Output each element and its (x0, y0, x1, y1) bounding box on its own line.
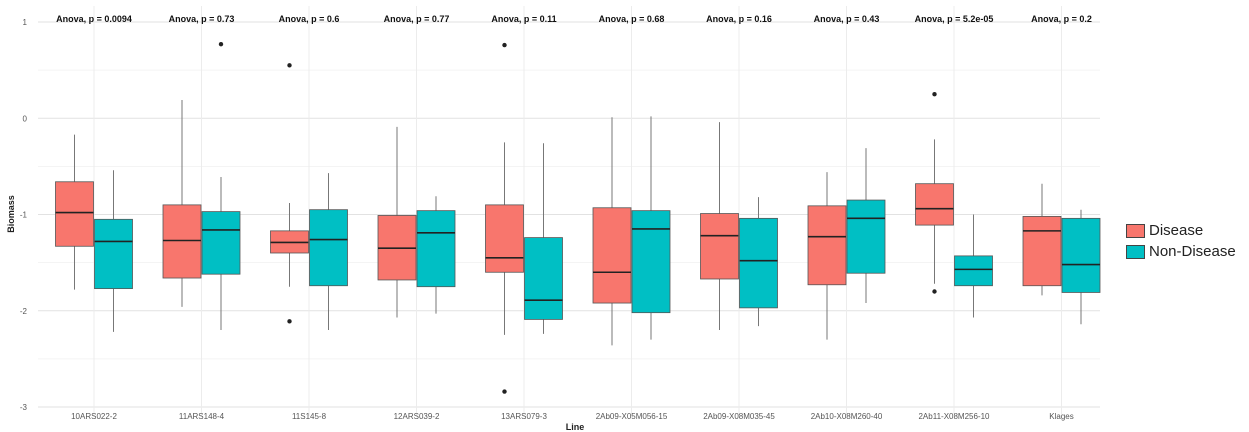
box-non-disease (739, 197, 778, 327)
box-iqr (846, 199, 886, 274)
box-iqr (201, 211, 241, 275)
outlier-point (287, 63, 292, 68)
box-iqr (162, 204, 202, 279)
box-iqr (524, 237, 563, 320)
legend-item-non-disease: Non-Disease (1126, 241, 1236, 262)
box-non-disease (1061, 209, 1101, 325)
y-tick-label: -2 (20, 307, 28, 316)
box-iqr (915, 183, 954, 226)
legend-item-disease: Disease (1126, 220, 1236, 241)
anova-annotation: Anova, p = 5.2e-05 (915, 14, 994, 24)
x-axis-title: Line (566, 422, 585, 432)
anova-annotation: Anova, p = 0.2 (1031, 14, 1092, 24)
box-iqr (700, 213, 739, 280)
legend-swatch-disease (1126, 223, 1145, 238)
box-disease (915, 91, 954, 294)
outlier-point (287, 319, 292, 324)
x-axis: 10ARS022-2 11ARS148-4 11S145-8 12ARS039-2 13… (71, 412, 1074, 421)
box-disease (55, 134, 94, 290)
x-tick-label: 2Ab11-X08M256-10 (918, 412, 990, 421)
box-disease (592, 117, 632, 346)
legend-swatch-non-disease (1126, 244, 1145, 259)
anova-annotation: Anova, p = 0.16 (706, 14, 772, 24)
anova-annotation: Anova, p = 0.43 (814, 14, 880, 24)
box-disease (485, 42, 524, 394)
y-tick-label: 0 (23, 114, 28, 123)
y-axis-title: Biomass (6, 195, 16, 233)
anova-annotation: Anova, p = 0.0094 (56, 14, 132, 24)
x-tick-label: 2Ab09-X05M056-15 (596, 412, 668, 421)
outlier-point (932, 289, 937, 294)
anova-annotation: Anova, p = 0.68 (599, 14, 665, 24)
anova-annotation: Anova, p = 0.6 (279, 14, 340, 24)
box-iqr (485, 204, 524, 273)
box-disease (162, 99, 202, 307)
box-disease (807, 172, 847, 340)
y-tick-label: 1 (23, 18, 28, 27)
outlier-point (218, 41, 224, 47)
x-tick-label: Klages (1049, 412, 1073, 421)
x-tick-label: 2Ab09-X08M035-45 (703, 412, 775, 421)
legend-label-disease: Disease (1149, 222, 1204, 239)
box-iqr (94, 218, 133, 290)
legend: Disease Non-Disease (1126, 220, 1236, 262)
box-iqr (416, 210, 456, 288)
box-non-disease (524, 143, 563, 334)
anova-annotation: Anova, p = 0.77 (384, 14, 450, 24)
x-tick-label: 10ARS022-2 (71, 412, 117, 421)
box-non-disease (94, 170, 133, 332)
anova-annotation: Anova, p = 0.11 (491, 14, 556, 24)
box-iqr (55, 181, 94, 247)
grid-layer (38, 6, 1100, 416)
box-non-disease (954, 214, 993, 318)
anova-annotation: Anova, p = 0.73 (169, 14, 235, 24)
box-non-disease (846, 148, 886, 304)
box-iqr (1061, 217, 1101, 293)
y-tick-label: -3 (20, 403, 28, 412)
box-iqr (807, 205, 847, 286)
box-non-disease (201, 41, 241, 330)
box-layer (55, 41, 1101, 394)
x-tick-label: 12ARS039-2 (394, 412, 440, 421)
box-non-disease (416, 196, 456, 314)
y-axis: 1 0 -1 -2 -3 (20, 18, 28, 412)
outlier-point (502, 389, 507, 394)
legend-label-non-disease: Non-Disease (1149, 243, 1236, 260)
box-disease (377, 126, 417, 318)
box-iqr (631, 210, 671, 314)
outlier-point (932, 91, 937, 97)
x-tick-label: 11S145-8 (292, 412, 327, 421)
box-disease (700, 122, 739, 330)
box-iqr (592, 207, 632, 304)
x-tick-label: 13ARS079-3 (501, 412, 547, 421)
box-non-disease (631, 116, 671, 340)
box-iqr (739, 217, 778, 309)
x-tick-label: 11ARS148-4 (179, 412, 225, 421)
box-iqr (954, 255, 993, 287)
outlier-point (502, 42, 507, 48)
box-iqr (309, 209, 348, 287)
anova-annotations: Anova, p = 0.0094 Anova, p = 0.73 Anova, p… (56, 14, 1092, 24)
box-iqr (1022, 216, 1062, 287)
box-disease (1022, 183, 1062, 296)
box-disease (270, 63, 309, 324)
x-tick-label: 2Ab10-X08M260-40 (811, 412, 883, 421)
y-tick-label: -1 (20, 211, 28, 220)
box-non-disease (309, 173, 348, 330)
